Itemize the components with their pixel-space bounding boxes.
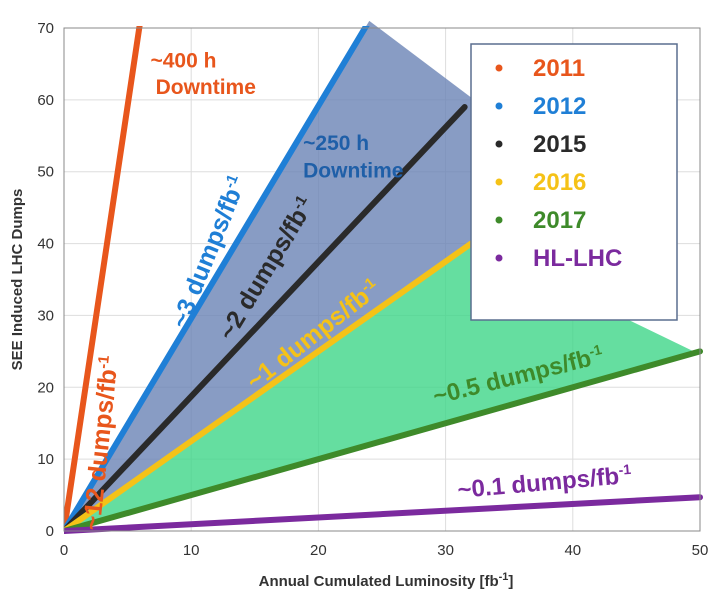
note-n250a: ~250 h (303, 132, 369, 155)
downtime-notes: ~400 h Downtime ~250 h Downtime (150, 50, 403, 183)
series-lines (64, 26, 703, 534)
series-line-2012 (64, 26, 370, 534)
legend-marker-2015 (495, 140, 503, 148)
series-line-2011 (64, 26, 143, 534)
annotation-a01-sup: -1 (618, 461, 632, 478)
legend-label-hl-lhc: HL-LHC (533, 245, 622, 272)
annotation-a01: ~0.1 dumps/fb-1 (456, 461, 632, 504)
legend-marker-2011 (495, 64, 503, 72)
legend-label-2015: 2015 (533, 131, 586, 158)
annotation-a01-text: ~0.1 dumps/fb (456, 463, 620, 504)
note-n250b: Downtime (303, 159, 403, 182)
legend-marker-2016 (495, 178, 503, 186)
note-n400a: ~400 h (150, 50, 216, 73)
y-tick-label-10: 10 (37, 451, 54, 468)
legend-marker-hl-lhc (495, 254, 503, 262)
legend-label-2016: 2016 (533, 169, 586, 196)
y-tick-label-0: 0 (46, 523, 54, 540)
series-line-hl-lhc (64, 494, 703, 534)
y-tick-label-70: 70 (37, 20, 54, 37)
y-tick-label-20: 20 (37, 379, 54, 396)
series-line-2015 (64, 104, 468, 534)
series-line-2017 (64, 348, 703, 534)
shaded-region-0 (64, 20, 522, 532)
x-axis-label: Annual Cumulated Luminosity [fb-1] (259, 571, 514, 590)
legend-label-2012: 2012 (533, 93, 586, 120)
legend-box (470, 43, 678, 321)
y-tick-label-50: 50 (37, 164, 54, 181)
y-axis-label: SEE Induced LHC Dumps (9, 189, 26, 371)
annotation-a12-sup: -1 (95, 354, 113, 369)
y-tick-label-30: 30 (37, 307, 54, 324)
legend-label-2017: 2017 (533, 207, 586, 234)
x-axis-label-sup: -1 (499, 571, 509, 583)
x-axis-label-main: Annual Cumulated Luminosity [fb (259, 573, 499, 590)
legend: 2011 2012 2015 2016 2017 HL-LHC (470, 43, 678, 321)
plot-frame (63, 27, 701, 532)
legend-marker-2017 (495, 216, 503, 224)
note-n400b: Downtime (156, 76, 256, 99)
legend-marker-2012 (495, 102, 503, 110)
x-tick-label-20: 20 (310, 542, 327, 559)
y-tick-label-40: 40 (37, 236, 54, 253)
x-tick-label-10: 10 (183, 542, 200, 559)
x-tick-label-30: 30 (437, 542, 454, 559)
annotation-a05-sup: -1 (587, 341, 603, 360)
annotation-a3-sup: -1 (221, 172, 242, 191)
x-tick-label-50: 50 (692, 542, 709, 559)
legend-label-2011: 2011 (533, 55, 585, 82)
x-tick-label-40: 40 (564, 542, 581, 559)
x-axis-label-end: ] (508, 573, 513, 590)
x-tick-label-0: 0 (60, 542, 68, 559)
series-line-2016 (64, 240, 475, 534)
y-tick-label-60: 60 (37, 92, 54, 109)
axis-ticks: 0 10 20 30 40 50 0 10 20 30 40 50 60 70 (37, 20, 708, 559)
